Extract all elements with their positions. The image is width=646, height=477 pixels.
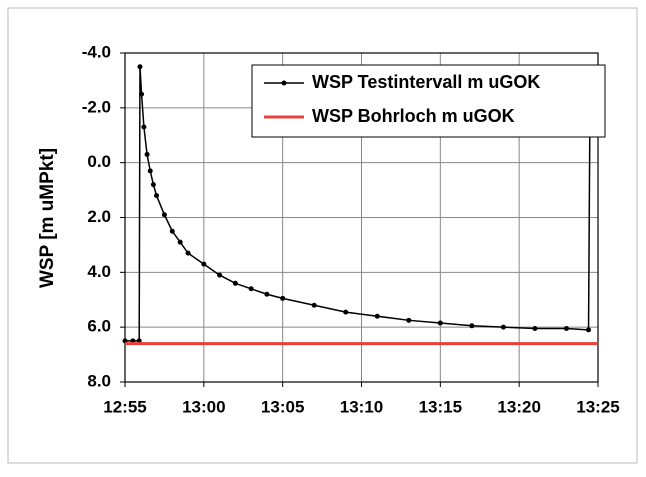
x-tick-label: 13:00: [182, 397, 225, 416]
series-marker: [161, 212, 167, 218]
x-tick-label: 13:10: [340, 397, 383, 416]
x-tick-label: 13:05: [261, 397, 304, 416]
legend-label: WSP Testintervall m uGOK: [312, 72, 540, 92]
series-marker: [248, 286, 254, 292]
series-marker: [264, 291, 270, 297]
y-tick-label: -4.0: [82, 42, 111, 61]
series-marker: [469, 323, 475, 329]
x-tick-label: 12:55: [103, 397, 146, 416]
series-marker: [201, 261, 207, 267]
series-marker: [311, 302, 317, 308]
series-marker: [217, 272, 223, 278]
series-marker: [374, 313, 380, 319]
series-marker: [500, 324, 506, 330]
series-marker: [586, 327, 592, 333]
series-marker: [532, 326, 538, 332]
series-marker: [563, 326, 569, 332]
series-marker: [177, 239, 183, 245]
legend-label: WSP Bohrloch m uGOK: [312, 106, 515, 126]
x-tick-label: 13:20: [497, 397, 540, 416]
series-marker: [137, 64, 143, 70]
y-tick-label: -2.0: [82, 97, 111, 116]
series-marker: [139, 91, 145, 97]
series-marker: [169, 228, 175, 234]
x-tick-label: 13:15: [419, 397, 462, 416]
y-tick-label: 2.0: [87, 207, 111, 226]
series-marker: [343, 309, 349, 315]
series-marker: [437, 320, 443, 326]
series-marker: [144, 151, 150, 157]
y-tick-label: 6.0: [87, 317, 111, 336]
series-marker: [147, 168, 153, 174]
series-marker: [406, 317, 412, 323]
plot-area: [124, 52, 599, 383]
series-marker: [232, 280, 238, 286]
y-tick-label: 4.0: [87, 262, 111, 281]
series-marker: [185, 250, 191, 256]
series-marker: [141, 124, 147, 130]
series-marker: [154, 193, 160, 199]
y-tick-label: 0.0: [87, 152, 111, 171]
legend-marker: [281, 80, 287, 86]
series-marker: [150, 182, 156, 188]
y-axis-label: WSP [m uMPkt]: [37, 148, 58, 288]
x-tick-label: 13:25: [576, 397, 619, 416]
series-marker: [280, 295, 286, 301]
y-tick-label: 8.0: [87, 371, 111, 390]
legend: [251, 64, 606, 138]
